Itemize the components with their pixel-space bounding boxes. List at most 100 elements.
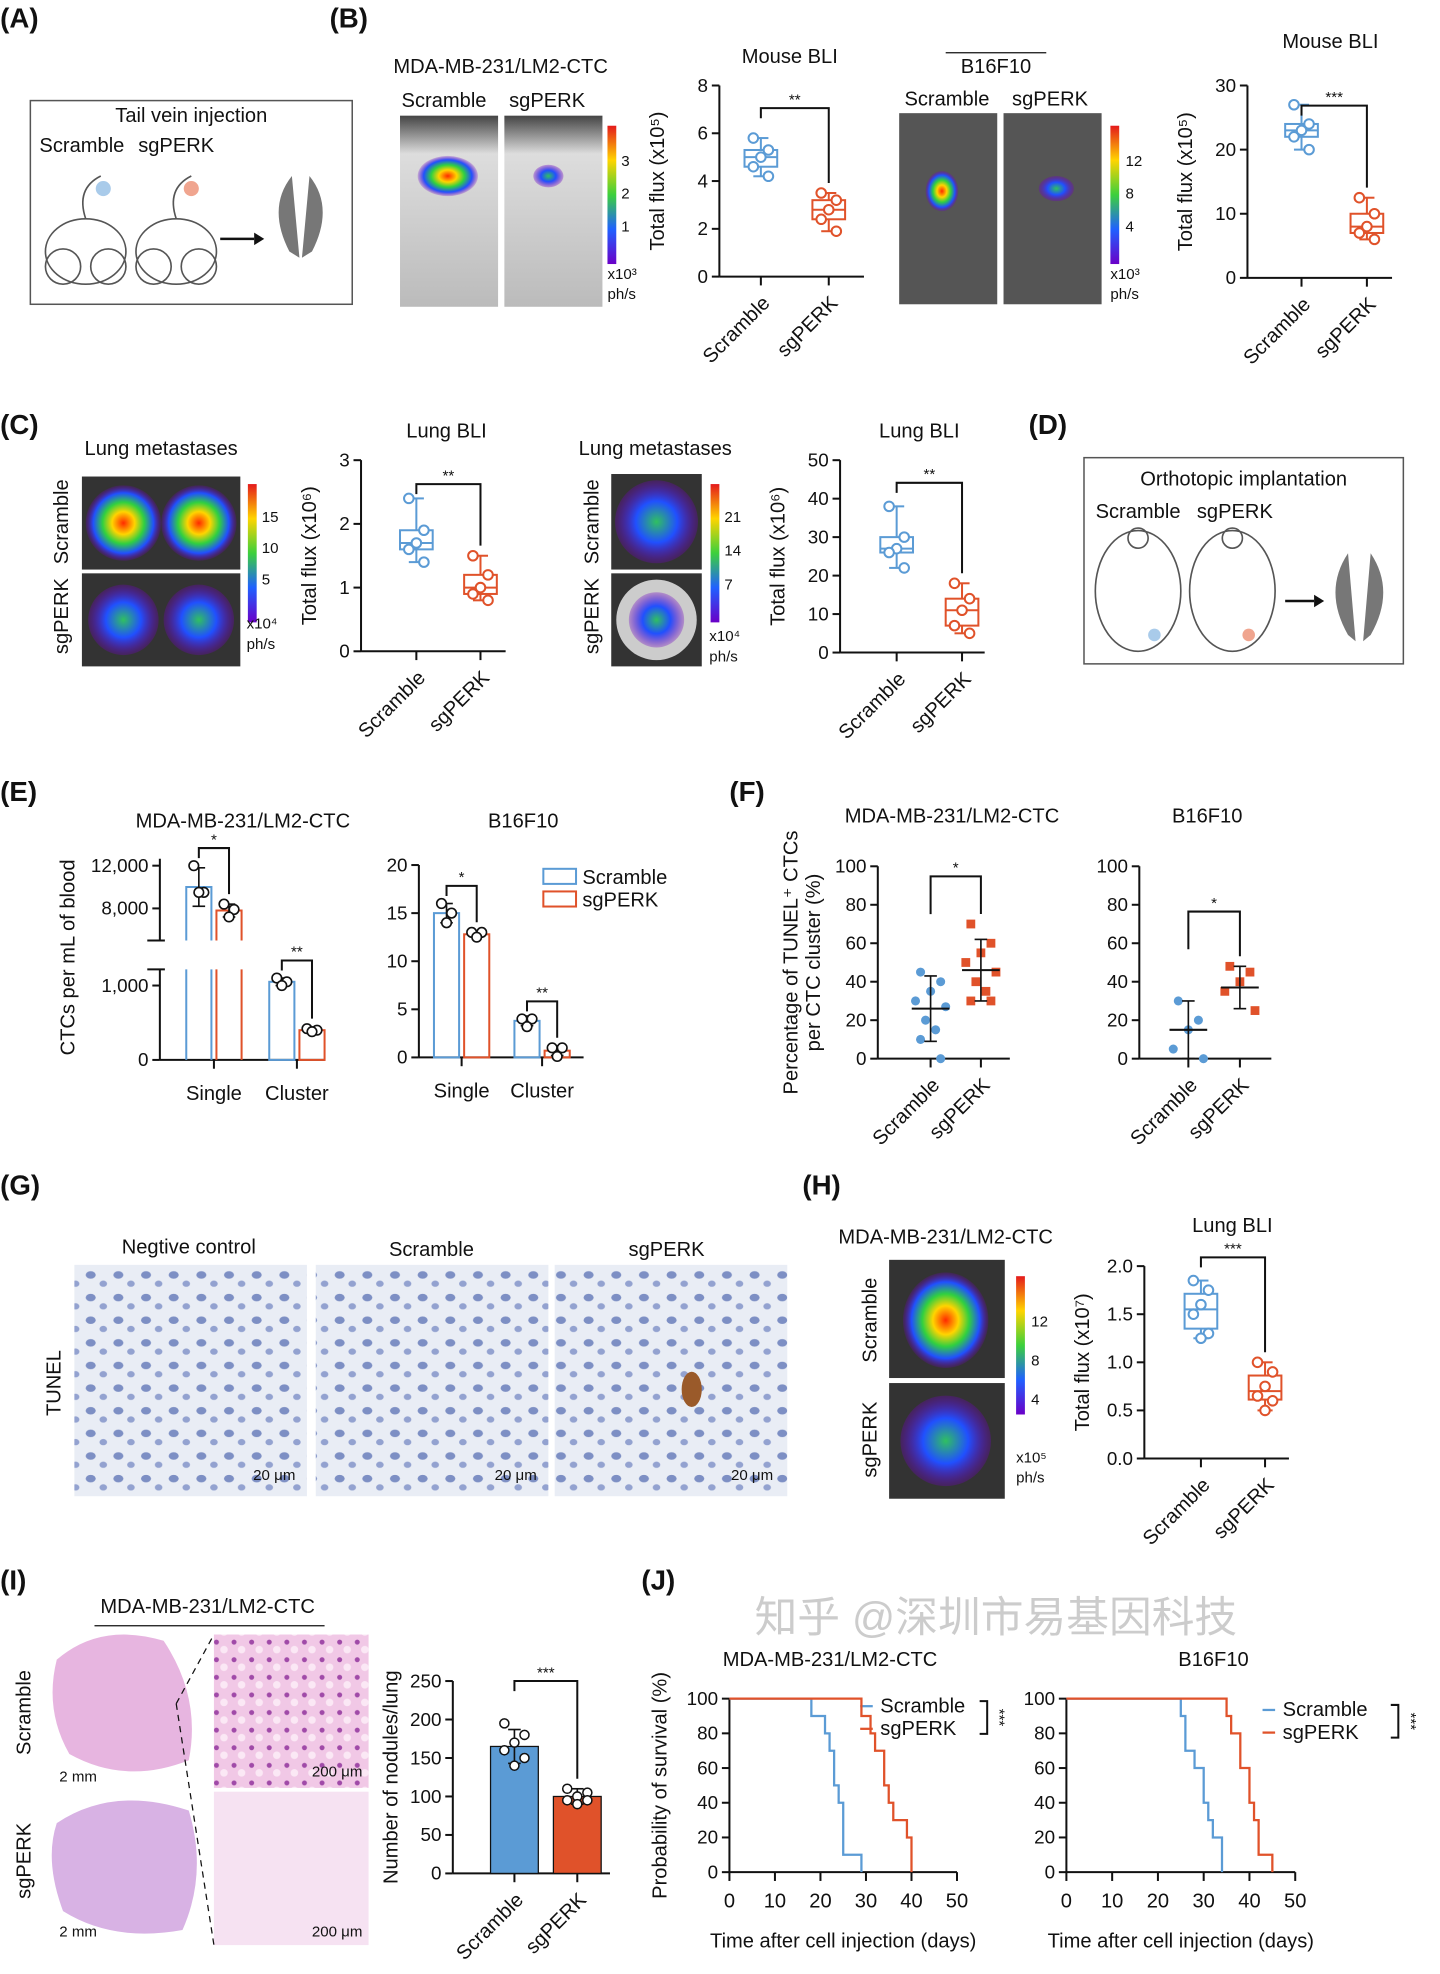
label-sgperk: sgPERK (1012, 89, 1089, 111)
data-point (963, 592, 976, 605)
lungs-icon (278, 176, 323, 258)
data-point (762, 170, 775, 183)
y-tick-label: 1,000 (101, 975, 148, 996)
data-point (1250, 1006, 1260, 1015)
data-point (1353, 191, 1366, 204)
x-tick-label: 50 (1284, 1890, 1306, 1912)
x-tick-label: Scramble (1239, 294, 1315, 370)
x-tick-label: 30 (855, 1890, 877, 1912)
legend-swatch (542, 890, 578, 908)
data-point (898, 531, 910, 543)
y-tick-label: 40 (808, 488, 829, 509)
row-label-scramble: Scramble (51, 479, 73, 564)
data-point (471, 931, 483, 943)
y-tick-label: 0 (1226, 267, 1236, 288)
mouse-icon (1188, 527, 1276, 653)
data-point (1266, 1395, 1279, 1407)
data-point (961, 958, 971, 967)
data-point (228, 903, 240, 916)
significance-bracket (895, 481, 964, 574)
significance-label: *** (1224, 1241, 1242, 1258)
data-point (1303, 143, 1315, 156)
x-tick-label: Single (434, 1081, 490, 1103)
x-tick-label: 10 (764, 1890, 786, 1912)
chart-title: Mouse BLI (742, 46, 838, 68)
row-label-scramble: Scramble (13, 1670, 35, 1755)
legend-label: sgPERK (880, 1718, 957, 1740)
x-tick-label: Scramble (869, 1074, 945, 1150)
colorbar-tick: 4 (1125, 218, 1133, 235)
y-tick-label: 0.5 (1107, 1400, 1133, 1421)
label-scramble: Scramble (39, 135, 124, 157)
x-axis-label: Time after cell injection (days) (1048, 1931, 1314, 1953)
colorbar (607, 125, 617, 265)
colorbar-unit: ph/s (607, 286, 636, 303)
significance-label: *** (537, 1664, 555, 1681)
x-tick-label: Scramble (835, 668, 911, 744)
data-point (966, 996, 976, 1006)
data-point (1251, 1356, 1264, 1369)
data-point (276, 979, 288, 992)
y-tick-label: 200 (410, 1709, 441, 1730)
lung-section-scramble (52, 1634, 192, 1772)
data-point (936, 1054, 946, 1064)
data-point (418, 556, 430, 568)
significance-label: ** (536, 985, 548, 1002)
x-tick-label: Cluster (265, 1083, 329, 1105)
label-scramble: Scramble (1096, 501, 1181, 523)
data-point (1303, 118, 1315, 130)
y-tick-label: 5 (397, 999, 407, 1020)
scatter-plot-f: 0 20 40 60 80 100 Percentage of TUNEL⁺ CTCs per… (780, 805, 1059, 1150)
panel-label-a: (A) (0, 3, 38, 34)
data-point (551, 1050, 563, 1063)
box-plot-c: 0 10 20 30 40 50 Total flux (x10⁶) Lung BLI Scra… (768, 421, 985, 744)
data-point (306, 1026, 318, 1038)
data-point (561, 1783, 573, 1795)
data-point (499, 1718, 510, 1729)
image-title: Lung metastases (579, 438, 732, 460)
data-point (971, 977, 981, 987)
x-tick-label: Scramble (699, 292, 775, 368)
y-tick-label: 0 (339, 641, 349, 662)
y-axis-label: per CTC cluster (%) (803, 874, 825, 1052)
row-label-scramble: Scramble (860, 1278, 882, 1363)
y-tick-label: 50 (421, 1824, 442, 1845)
data-point (1266, 1366, 1279, 1378)
panel-g-images: Negtive control Scramble sgPERK TUNEL 20… (44, 1237, 788, 1497)
y-tick-label: 6 (698, 123, 708, 144)
y-axis-label: CTCs per mL of blood (57, 859, 79, 1055)
y-tick-label: 0 (856, 1048, 866, 1069)
data-point (1368, 233, 1381, 246)
label-scramble: Scramble (402, 90, 487, 112)
chart-title: Mouse BLI (1282, 31, 1378, 53)
y-axis-label: Probability of survival (%) (650, 1672, 672, 1899)
data-point (556, 1042, 568, 1054)
schematic-title: Tail vein injection (115, 105, 267, 127)
bli-image-scramble (400, 115, 499, 307)
data-point (519, 1752, 530, 1764)
y-tick-label: 60 (697, 1757, 718, 1778)
bar-chart-e: 0 1,000 8,000 12,000 CTCs per mL of blood MDA… (57, 810, 350, 1105)
box-plot-b: 0 10 20 30 Total flux (x10⁵) Mouse BLI Scrambl… (1175, 31, 1393, 370)
y-tick-label: 60 (846, 933, 867, 954)
cells-icon (1242, 628, 1255, 642)
data-point (956, 604, 968, 617)
column-label: sgPERK (629, 1239, 706, 1261)
y-tick-label: 12,000 (91, 855, 149, 876)
data-point (1368, 207, 1381, 220)
panel-label-h: (H) (802, 1169, 840, 1200)
panel-labels: (A) (B) (C) (D) (E) (F) (G) (H) (I) (J) (0, 3, 1067, 1596)
y-tick-label: 1.0 (1107, 1352, 1133, 1373)
image-title: Lung metastases (85, 438, 238, 460)
x-tick-label: Scramble (354, 667, 430, 743)
y-tick-label: 1 (339, 577, 349, 598)
y-tick-label: 1.5 (1107, 1304, 1133, 1325)
y-tick-label: 0 (698, 266, 708, 287)
column-label: Negtive control (122, 1237, 256, 1259)
significance-label: *** (1402, 1712, 1419, 1730)
y-tick-label: 100 (1024, 1688, 1055, 1709)
data-point (418, 524, 430, 537)
x-axis-label: Time after cell injection (days) (710, 1931, 976, 1953)
y-tick-label: 20 (697, 1827, 718, 1848)
he-zoom-sgperk (213, 1791, 369, 1946)
